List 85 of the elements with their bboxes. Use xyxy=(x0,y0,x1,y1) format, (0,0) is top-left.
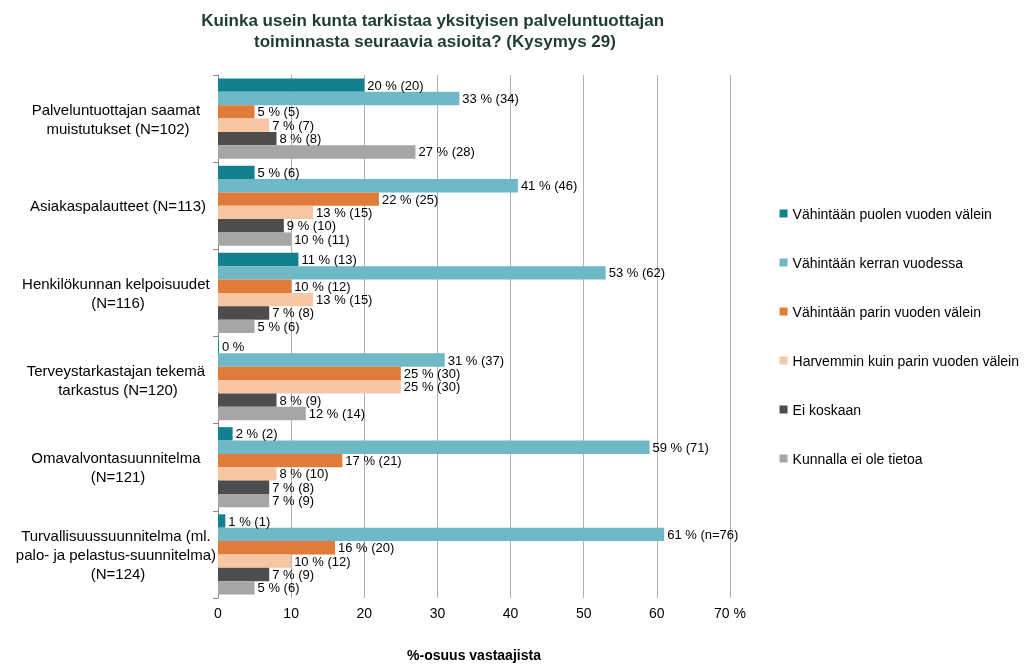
data-label: 25 % (30) xyxy=(403,365,461,381)
data-label: 7 % (9) xyxy=(272,566,315,582)
bar xyxy=(218,319,255,334)
bar xyxy=(218,252,299,267)
data-label: 0 % xyxy=(222,339,245,355)
data-label: 31 % (37) xyxy=(447,352,505,368)
bar xyxy=(218,567,270,582)
data-label: 41 % (46) xyxy=(520,178,578,194)
data-label: 16 % (20) xyxy=(338,540,395,556)
bar xyxy=(218,165,255,180)
data-label: 5 % (6) xyxy=(257,164,300,180)
x-tick-label: 20 xyxy=(356,605,373,621)
x-tick-label: 50 xyxy=(575,605,592,621)
data-label: 10 % (12) xyxy=(294,553,351,569)
bar xyxy=(218,440,650,454)
data-label: 22 % (25) xyxy=(381,191,439,207)
data-label: 25 % (30) xyxy=(403,379,461,395)
data-label: 8 % (9) xyxy=(279,392,322,408)
x-tick-label: 0 xyxy=(214,605,223,621)
data-label: 20 % (20) xyxy=(367,77,424,93)
data-label: 53 % (62) xyxy=(608,265,666,281)
x-tick-label: 40 xyxy=(502,605,519,621)
y-tick-label: Turvallisuussuunnitelma (ml. palo- ja pelastus-suunnitelma) (N=124) xyxy=(15,526,221,582)
bar xyxy=(218,541,336,555)
y-tick-label: Palveluntuottajan saamat muistutukset (N=102) xyxy=(31,100,205,137)
data-label: 13 % (15) xyxy=(316,204,373,220)
bar xyxy=(218,131,277,146)
legend-label: Kunnalla ei ole tietoa xyxy=(792,450,923,467)
bar xyxy=(218,353,445,367)
data-label: 59 % (71) xyxy=(652,439,709,455)
x-tick-label: 60 xyxy=(649,605,665,621)
data-label: 7 % (8) xyxy=(272,305,315,321)
bar xyxy=(218,105,255,119)
data-label: 11 % (13) xyxy=(301,252,357,267)
data-label: 27 % (28) xyxy=(418,144,475,160)
legend-label: Vähintään puolen vuoden välein xyxy=(792,205,992,222)
legend-label: Harvemmin kuin parin vuoden välein xyxy=(792,352,1020,369)
data-label: 1 % (1) xyxy=(228,513,271,529)
bar xyxy=(218,366,401,381)
data-label: 7 % (9) xyxy=(272,493,315,509)
bar xyxy=(218,581,255,595)
bar xyxy=(218,192,379,206)
legend-label: Ei koskaan xyxy=(792,401,862,418)
bar xyxy=(218,467,277,481)
x-tick-label: 10 xyxy=(283,605,300,621)
legend-label: Vähintään parin vuoden välein xyxy=(792,303,981,320)
data-label: 10 % (12) xyxy=(294,278,351,294)
x-axis-title: %-osuus vastaajista xyxy=(407,647,542,663)
data-label: 5 % (5) xyxy=(257,104,300,120)
legend-label: Vähintään kerran vuodessa xyxy=(792,254,964,271)
bar xyxy=(218,427,233,441)
chart-title: Kuinka usein kunta tarkistaa yksityisen palveluntuottajan toiminnasta seuraavia asioita? (Kysymys 29) xyxy=(201,11,669,51)
data-label: 8 % (10) xyxy=(279,466,329,482)
bar xyxy=(218,205,314,220)
bar xyxy=(218,219,284,233)
data-label: 17 % (21) xyxy=(345,453,402,469)
bar xyxy=(218,91,460,106)
bar xyxy=(218,514,226,528)
bar xyxy=(218,279,292,293)
bar xyxy=(218,393,277,407)
bar xyxy=(218,380,401,394)
bar xyxy=(218,78,365,92)
y-tick-label: Henkilökunnan kelpoisuudet (N=116) xyxy=(22,274,214,311)
x-tick-label: 70 % xyxy=(714,605,746,621)
data-label: 5 % (6) xyxy=(257,580,300,596)
bar xyxy=(218,527,665,542)
y-tick-label: Asiakaspalautteet (N=113) xyxy=(29,197,207,215)
x-tick-label: 30 xyxy=(429,605,446,621)
data-label: 33 % (34) xyxy=(462,91,519,107)
data-label: 5 % (6) xyxy=(257,318,300,334)
bar xyxy=(218,179,518,193)
data-label: 9 % (10) xyxy=(286,218,336,234)
bar xyxy=(218,292,314,307)
data-label: 61 % (n=76) xyxy=(667,526,739,542)
data-label: 12 % (14) xyxy=(308,406,366,421)
bar xyxy=(218,480,270,494)
bar xyxy=(218,453,343,468)
y-tick-label: Omavalvontasuunnitelma (N=121) xyxy=(31,449,205,486)
data-label: 2 % (2) xyxy=(235,426,278,442)
bar xyxy=(218,554,292,568)
bar xyxy=(218,493,270,508)
y-tick-label: Terveystarkastajan tekemä tarkastus (N=120) xyxy=(26,362,210,399)
bar xyxy=(218,266,606,280)
bar xyxy=(218,306,270,320)
bar xyxy=(218,118,270,132)
